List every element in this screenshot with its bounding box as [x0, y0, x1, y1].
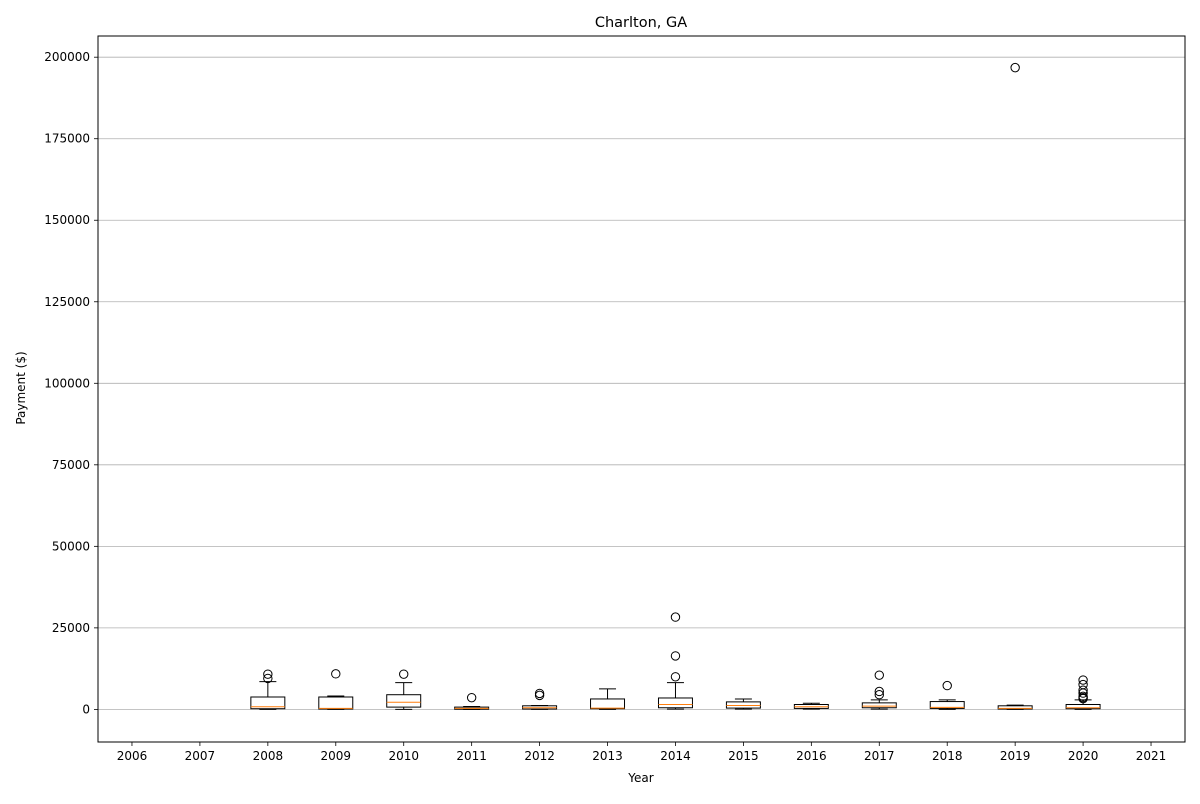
- y-axis-label: Payment ($): [14, 351, 28, 424]
- outlier-point: [263, 673, 273, 684]
- outlier-point: [670, 612, 681, 622]
- x-tick-label: 2018: [932, 749, 963, 763]
- box-iqr: [250, 696, 286, 710]
- outlier-point: [1078, 685, 1088, 695]
- x-tick-label: 2011: [456, 749, 487, 763]
- axes: 0 25000 50000 75000 100000 125000 150000 175000…: [44, 35, 1186, 763]
- x-tick-label: 2009: [321, 749, 352, 763]
- outlier-point: [942, 680, 952, 691]
- box-marks: [250, 62, 1101, 710]
- outlier-point: [1078, 691, 1088, 702]
- outlier-point: [331, 669, 341, 679]
- x-tick-label: 2020: [1068, 749, 1099, 763]
- y-tick-label: 200000: [44, 50, 90, 64]
- x-tick-label: 2016: [796, 749, 827, 763]
- outlier-point: [1078, 675, 1088, 685]
- outlier-point: [1010, 62, 1020, 73]
- box-iqr: [318, 696, 354, 710]
- y-tick-label: 50000: [52, 539, 90, 553]
- y-tick-label: 125000: [44, 295, 90, 309]
- x-axis-label: Year: [627, 771, 653, 785]
- outlier-point: [874, 690, 884, 700]
- outlier-point: [670, 651, 681, 661]
- outlier-point: [670, 672, 681, 682]
- box-iqr: [590, 698, 626, 710]
- outlier-point: [874, 686, 884, 697]
- y-tick-label: 150000: [44, 213, 90, 227]
- x-tick-label: 2012: [524, 749, 555, 763]
- outlier-point: [1078, 679, 1088, 690]
- x-tick-label: 2013: [592, 749, 623, 763]
- grid-lines: [98, 56, 1185, 710]
- x-tick-label: 2014: [660, 749, 691, 763]
- y-tick-label: 25000: [52, 621, 90, 635]
- outlier-point: [263, 669, 273, 679]
- x-tick-label: 2017: [864, 749, 895, 763]
- x-tick-label: 2010: [388, 749, 419, 763]
- y-tick-label: 75000: [52, 458, 90, 472]
- outlier-point: [534, 688, 545, 699]
- outlier-point: [466, 692, 477, 703]
- box-iqr: [1065, 703, 1101, 710]
- y-tick-label: 100000: [44, 376, 90, 390]
- outlier-point: [399, 669, 409, 679]
- x-tick-label: 2007: [185, 749, 216, 763]
- x-tick-label: 2021: [1136, 749, 1167, 763]
- plot-frame: [97, 35, 1186, 743]
- x-tick-label: 2008: [253, 749, 284, 763]
- outlier-point: [874, 670, 884, 680]
- x-tick-label: 2015: [728, 749, 759, 763]
- x-tick-label: 2006: [117, 749, 148, 763]
- box-iqr: [997, 705, 1033, 710]
- y-tick-label: 175000: [44, 132, 90, 146]
- chart-title: Charlton, GA: [595, 15, 687, 31]
- x-tick-label: 2019: [1000, 749, 1031, 763]
- outlier-point: [534, 690, 545, 701]
- box-iqr: [861, 702, 897, 709]
- box-iqr: [657, 697, 693, 709]
- box-iqr: [929, 701, 965, 709]
- y-tick-label: 0: [82, 702, 90, 716]
- box-iqr: [386, 694, 422, 708]
